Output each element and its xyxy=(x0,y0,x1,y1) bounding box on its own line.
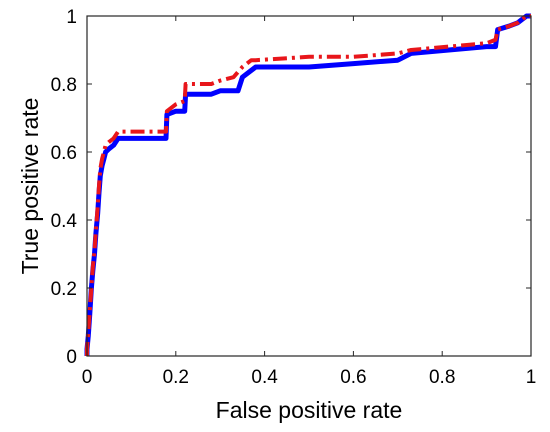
y-tick-label: 0.8 xyxy=(51,75,77,96)
y-tick-label: 0 xyxy=(66,347,77,368)
x-tick-label: 0.2 xyxy=(163,367,189,388)
series-line-1 xyxy=(84,13,531,356)
y-tick-label: 0.2 xyxy=(51,279,77,300)
y-tick-label: 1 xyxy=(66,7,77,28)
plot-frame xyxy=(86,15,532,357)
x-tick-label: 1 xyxy=(526,367,537,388)
y-axis-title: True positive rate xyxy=(17,98,43,275)
ticks-layer: 0 0.2 0.4 0.6 0.8 1 0 0.2 0.4 0.6 0.8 1 xyxy=(51,7,537,388)
series-layer xyxy=(84,13,531,356)
series-line-2 xyxy=(85,14,531,356)
x-tick-label: 0 xyxy=(82,367,93,388)
x-tick-label: 0.6 xyxy=(340,367,366,388)
x-axis-title: False positive rate xyxy=(216,397,403,423)
x-tick-label: 0.4 xyxy=(251,367,278,388)
x-tick-label: 0.8 xyxy=(429,367,455,388)
y-tick-label: 0.4 xyxy=(51,211,78,232)
y-tick-label: 0.6 xyxy=(51,143,77,164)
